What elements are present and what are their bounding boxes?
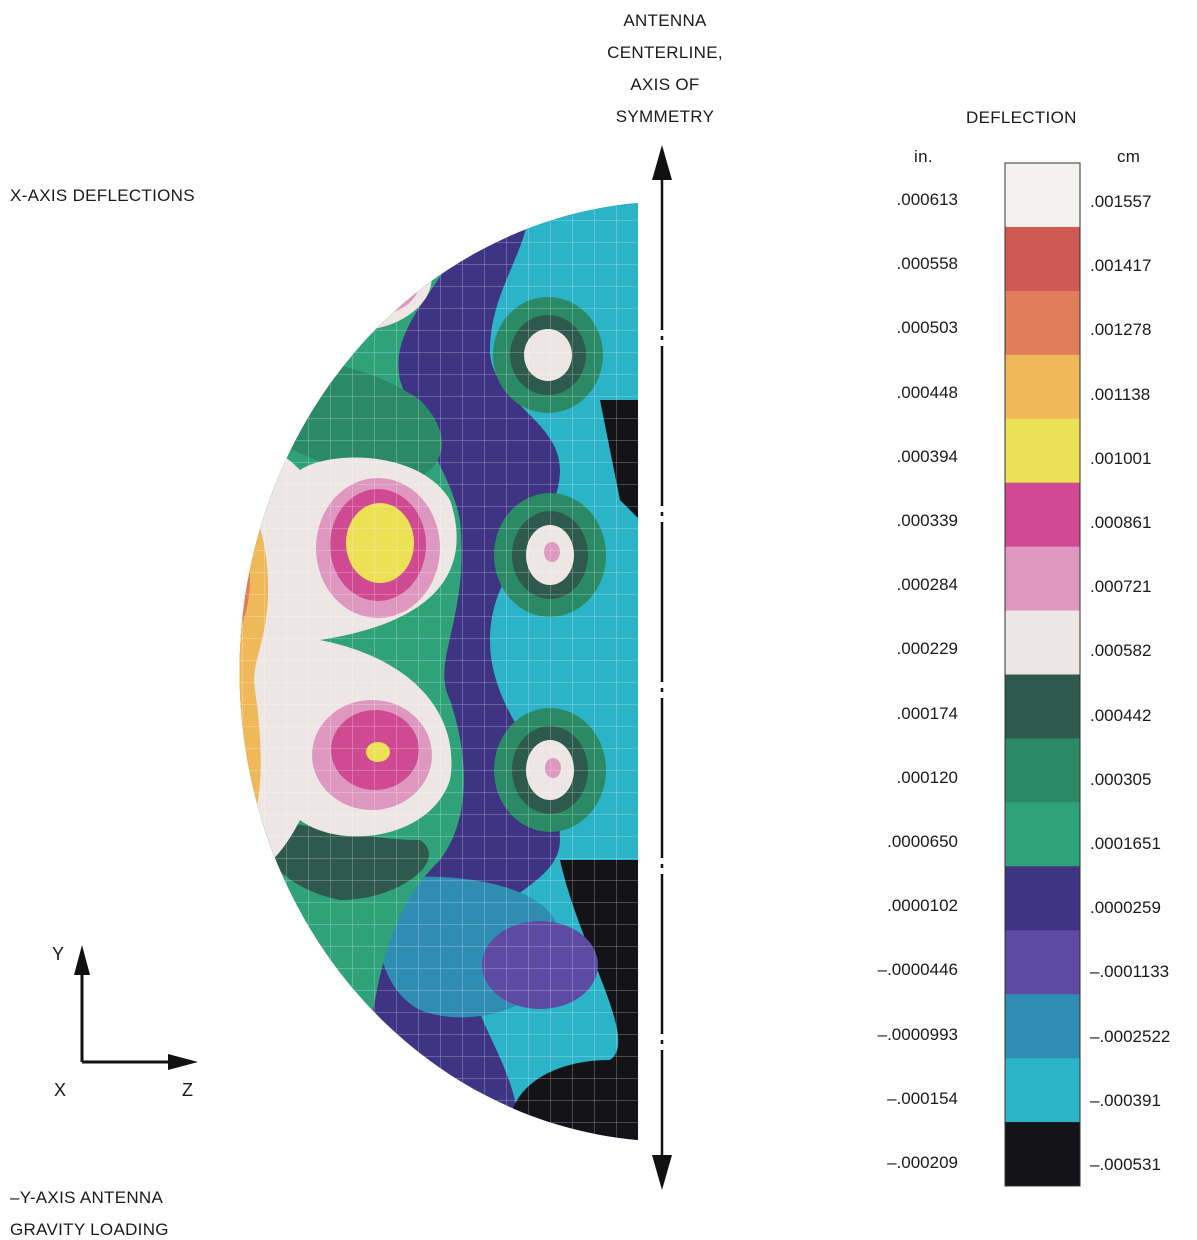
legend-swatch (1005, 738, 1080, 803)
legend-swatch (1005, 994, 1080, 1059)
legend-value-in: .000339 (896, 511, 958, 530)
legend-swatch (1005, 163, 1080, 228)
legend-value-cm: –.0002522 (1090, 1026, 1171, 1046)
legend-value-in: .0000650 (887, 832, 958, 851)
legend-value-cm: .001001 (1090, 448, 1152, 468)
legend-value-cm: .001417 (1090, 256, 1152, 276)
legend-value-cm: .001278 (1090, 320, 1152, 340)
legend-swatch (1005, 1122, 1080, 1187)
arrow-head-down (652, 1155, 672, 1190)
antenna-contour-plot (239, 203, 639, 1140)
axis-label-x: X (54, 1080, 67, 1100)
legend-value-in: .000558 (896, 254, 958, 274)
legend-swatch (1005, 1058, 1080, 1123)
deflection-color-bar (1004, 162, 1081, 1187)
legend-value-in: .000448 (896, 382, 958, 402)
loading-caption-line-2: GRAVITY LOADING (10, 1220, 169, 1239)
legend-swatch (1005, 546, 1080, 612)
legend-swatch (1005, 290, 1080, 356)
legend-value-in: .000174 (896, 703, 958, 723)
legend-value-in: .000613 (896, 190, 958, 209)
legend-value-cm: .001138 (1090, 384, 1151, 404)
legend-value-cm: –.000391 (1090, 1090, 1161, 1110)
centerline-label-line-3: AXIS OF (630, 75, 700, 94)
legend-swatch (1005, 930, 1080, 995)
z-axis-arrowhead (168, 1054, 198, 1070)
legend-swatch (1005, 482, 1080, 548)
legend-value-in: –.0000993 (877, 1024, 958, 1044)
legend-value-in: .000120 (896, 767, 958, 787)
legend-border (1004, 162, 1081, 1187)
legend-value-in: –.000209 (887, 1153, 958, 1172)
legend-swatch (1005, 354, 1080, 420)
legend-value-cm: .000305 (1090, 769, 1152, 789)
centerline-label-line-2: CENTERLINE, (607, 43, 723, 62)
legend-value-in: .0000102 (887, 896, 958, 916)
legend-value-in: –.0000446 (877, 960, 958, 980)
legend-value-cm: –.0001133 (1090, 962, 1170, 982)
arrow-head-up (652, 145, 672, 180)
x-axis-deflections-title: X-AXIS DEFLECTIONS (10, 186, 195, 205)
legend-unit-in: in. (914, 147, 933, 166)
legend-swatch (1005, 802, 1080, 867)
axis-label-z: Z (182, 1080, 194, 1100)
legend-value-cm: .000721 (1090, 577, 1152, 597)
legend-unit-cm: cm (1117, 147, 1141, 166)
coordinate-axes (74, 945, 198, 1070)
legend-value-cm: .000442 (1090, 705, 1152, 725)
y-axis-arrowhead (74, 945, 90, 975)
legend-value-in: .000229 (896, 639, 958, 659)
legend-value-in: .000284 (896, 575, 958, 595)
legend-title: DEFLECTION (966, 108, 1077, 127)
rim-yellow (239, 690, 240, 850)
legend-swatch (1005, 674, 1080, 739)
legend-value-cm: –.000531 (1090, 1155, 1161, 1174)
legend-value-cm: .001557 (1090, 192, 1152, 211)
legend-value-cm: .0000259 (1090, 898, 1161, 918)
centerline-arrow (652, 145, 672, 1190)
legend-value-in: .000394 (896, 446, 958, 466)
legend-value-cm: .000582 (1090, 641, 1152, 661)
legend-swatch (1005, 418, 1080, 484)
legend-swatch (1005, 610, 1080, 675)
centerline-label-line-4: SYMMETRY (615, 107, 715, 126)
loading-caption-line-1: –Y-AXIS ANTENNA (10, 1188, 164, 1207)
centerline-label-line-1: ANTENNA (623, 11, 707, 30)
legend-value-cm: .0001651 (1090, 834, 1161, 853)
legend-value-cm: .000861 (1090, 513, 1152, 532)
legend-value-in: –.000154 (887, 1088, 958, 1108)
fe-mesh-grid (239, 203, 639, 1140)
centerline-label: ANTENNA CENTERLINE, AXIS OF SYMMETRY (580, 5, 750, 133)
legend-value-in: .000503 (896, 318, 958, 338)
axis-label-y: Y (52, 944, 65, 964)
legend-swatch (1005, 226, 1080, 292)
legend-swatch (1005, 866, 1080, 931)
